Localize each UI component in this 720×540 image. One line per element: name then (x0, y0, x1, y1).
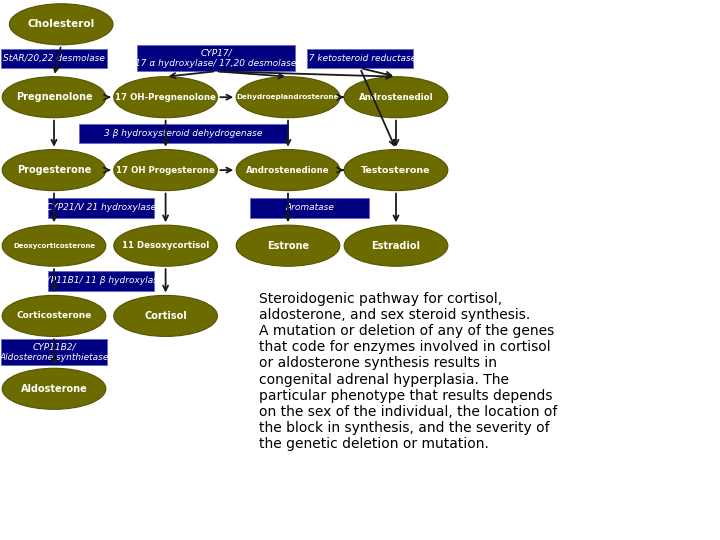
Ellipse shape (236, 225, 340, 266)
Ellipse shape (344, 225, 448, 266)
Text: Androstenediol: Androstenediol (359, 93, 433, 102)
Ellipse shape (236, 150, 340, 191)
Text: Deoxycorticosterone: Deoxycorticosterone (13, 242, 95, 249)
FancyBboxPatch shape (1, 49, 107, 68)
Text: Steroidogenic pathway for cortisol,
aldosterone, and sex steroid synthesis.
A mu: Steroidogenic pathway for cortisol, aldo… (259, 292, 557, 451)
Text: CYP17/
17 α hydroxylase/ 17,20 desmolase: CYP17/ 17 α hydroxylase/ 17,20 desmolase (135, 49, 297, 68)
FancyBboxPatch shape (251, 198, 369, 218)
FancyBboxPatch shape (48, 198, 154, 218)
Ellipse shape (2, 77, 106, 118)
Ellipse shape (114, 295, 217, 336)
FancyBboxPatch shape (79, 124, 288, 143)
Text: Cholesterol: Cholesterol (27, 19, 95, 29)
Ellipse shape (2, 368, 106, 409)
Ellipse shape (2, 225, 106, 266)
Ellipse shape (236, 77, 340, 118)
Text: Pregnenolone: Pregnenolone (16, 92, 92, 102)
Text: Testosterone: Testosterone (361, 166, 431, 174)
Text: CYP21/V 21 hydroxylase: CYP21/V 21 hydroxylase (46, 204, 156, 212)
Text: Estradiol: Estradiol (372, 241, 420, 251)
Text: Corticosterone: Corticosterone (17, 312, 91, 320)
Text: 17 ketosteroid reductase: 17 ketosteroid reductase (303, 54, 417, 63)
Ellipse shape (114, 150, 217, 191)
Ellipse shape (9, 4, 113, 45)
FancyBboxPatch shape (1, 339, 107, 365)
Text: Estrone: Estrone (267, 241, 309, 251)
FancyBboxPatch shape (307, 49, 413, 68)
Text: CYP11B2/
Aldosterone synthietase: CYP11B2/ Aldosterone synthietase (0, 342, 109, 362)
Ellipse shape (114, 225, 217, 266)
Text: Dehydroepiandrosterone: Dehydroepiandrosterone (237, 94, 339, 100)
Text: Aldosterone: Aldosterone (21, 384, 87, 394)
Text: Progesterone: Progesterone (17, 165, 91, 175)
Ellipse shape (2, 295, 106, 336)
Ellipse shape (344, 150, 448, 191)
Text: Cortisol: Cortisol (144, 311, 187, 321)
Text: 3 β hydroxysteroid dehydrogenase: 3 β hydroxysteroid dehydrogenase (104, 129, 263, 138)
FancyBboxPatch shape (48, 271, 154, 291)
FancyBboxPatch shape (137, 45, 295, 71)
Ellipse shape (344, 77, 448, 118)
Text: 11 Desoxycortisol: 11 Desoxycortisol (122, 241, 210, 250)
Ellipse shape (2, 150, 106, 191)
Text: CYP11B1/ 11 β hydroxylase: CYP11B1/ 11 β hydroxylase (39, 276, 163, 285)
Text: 17 OH Progesterone: 17 OH Progesterone (116, 166, 215, 174)
Text: 17 OH-Pregnenolone: 17 OH-Pregnenolone (115, 93, 216, 102)
Text: StAR/20,22 desmolase: StAR/20,22 desmolase (3, 54, 105, 63)
Text: Aromatase: Aromatase (285, 204, 334, 212)
Ellipse shape (114, 77, 217, 118)
Text: Androstenedione: Androstenedione (246, 166, 330, 174)
